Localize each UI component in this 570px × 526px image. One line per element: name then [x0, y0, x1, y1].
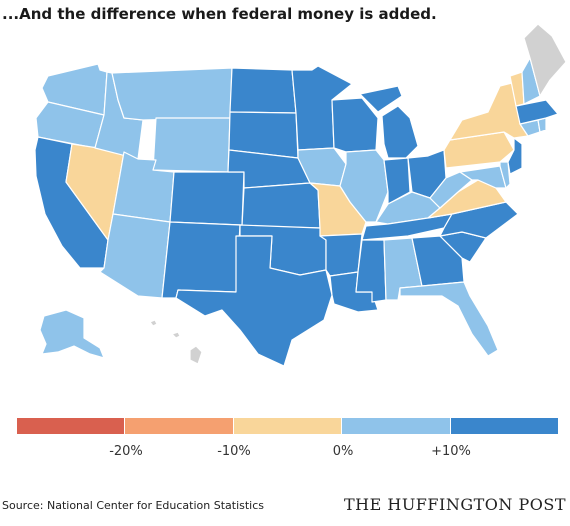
state-nm	[161, 221, 241, 299]
state-ar	[319, 233, 363, 277]
legend-label: -10%	[217, 444, 251, 459]
state-hi	[149, 319, 203, 365]
state-de	[499, 161, 511, 189]
legend-color-scale	[17, 418, 559, 434]
state-mi	[359, 85, 419, 159]
source-note: Source: National Center for Education St…	[2, 499, 265, 512]
state-mt	[111, 67, 233, 121]
state-ak	[39, 309, 105, 359]
state-nd	[229, 67, 297, 114]
state-ma	[515, 99, 559, 125]
state-ks	[241, 182, 321, 229]
us-map	[34, 23, 567, 367]
legend-segment	[233, 418, 343, 434]
state-wi	[331, 97, 379, 153]
state-az	[99, 213, 171, 299]
brand-logo: THE HUFFINGTON POST	[343, 495, 566, 514]
state-ga	[411, 235, 465, 287]
state-wy	[152, 117, 231, 173]
map-title: ...And the difference when federal money…	[2, 5, 437, 23]
legend-segment	[342, 418, 451, 434]
legend-segment	[17, 418, 126, 434]
state-me	[523, 23, 567, 97]
legend-segment	[125, 418, 234, 434]
legend-label: +10%	[431, 444, 471, 459]
legend-label: -20%	[109, 444, 143, 459]
legend-segment	[450, 418, 559, 434]
state-fl	[399, 281, 499, 357]
state-nj	[507, 137, 523, 175]
state-il	[339, 149, 389, 223]
state-co	[169, 171, 245, 226]
legend-label: 0%	[332, 444, 354, 459]
state-tx	[175, 235, 333, 367]
